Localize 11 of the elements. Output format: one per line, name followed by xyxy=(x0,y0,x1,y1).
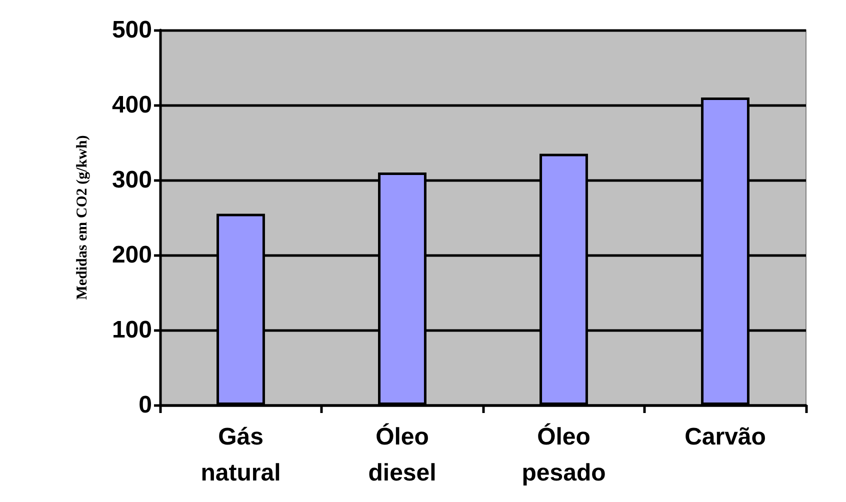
y-tick-label: 500 xyxy=(112,16,152,44)
y-tick-label: 100 xyxy=(112,316,152,344)
y-tick-label: 0 xyxy=(138,392,152,418)
x-tick-label: Gás natural xyxy=(200,424,281,486)
x-tick-label: Óleo pesado xyxy=(522,422,606,486)
y-tick-label: 200 xyxy=(112,242,152,268)
x-tick-label: Carvão xyxy=(684,424,766,450)
y-axis-title: Medidas em CO2 (g/kwh) xyxy=(74,135,90,300)
x-tick-label: Óleo diesel xyxy=(368,422,436,486)
y-tick-label: 300 xyxy=(112,166,152,194)
y-tick-label: 400 xyxy=(112,92,152,118)
